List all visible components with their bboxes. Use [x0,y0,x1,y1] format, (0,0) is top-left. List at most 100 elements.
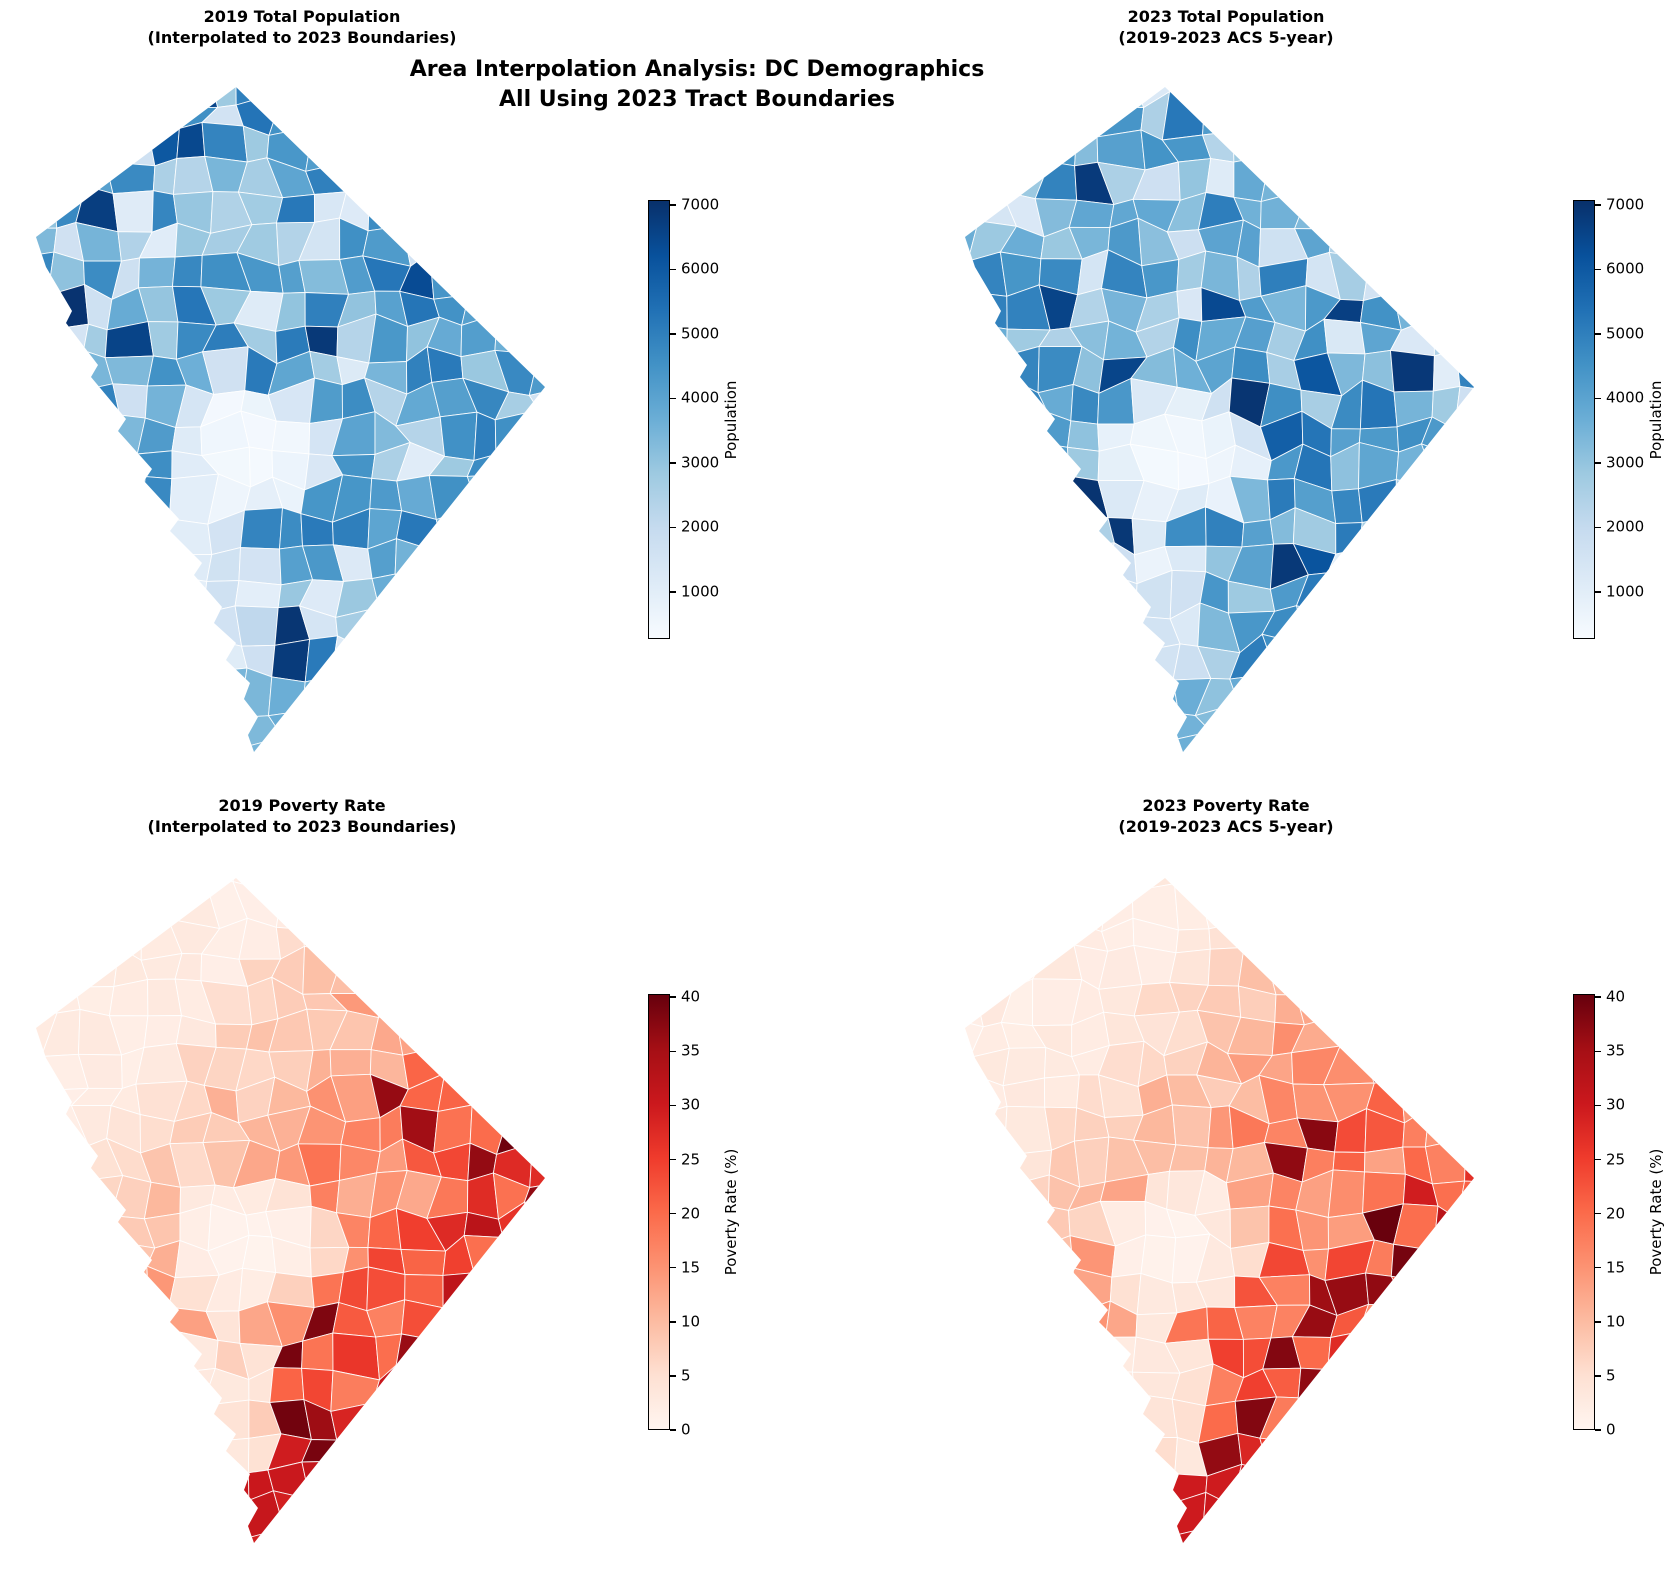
tract [104,639,151,673]
tract [1299,1465,1332,1508]
tract [443,1045,474,1086]
tract [436,953,479,992]
tract [502,1236,535,1272]
tract [1470,1525,1474,1543]
tract [1365,1272,1408,1307]
tract [115,92,148,128]
tract [496,296,539,332]
tract [525,1107,545,1144]
tract [1359,878,1406,893]
tract [78,1214,118,1243]
tract [36,155,55,200]
tract [1420,1395,1472,1445]
panel-title-line1: 2023 Total Population [1127,7,1325,26]
tract [1400,918,1435,956]
tract [36,87,54,108]
colorbar-tick-label: 5000 [1606,324,1645,343]
tract [1457,1240,1474,1285]
tract [1368,129,1405,161]
tract [71,667,108,715]
tract [1323,134,1373,170]
tract [366,601,412,654]
tract [107,895,142,933]
tract [407,878,446,899]
tract [301,1460,343,1500]
tract [1326,91,1375,141]
tract [1047,644,1081,684]
tract [1134,1393,1178,1439]
tract [1298,87,1339,105]
tract [432,1374,477,1404]
tract [135,735,182,752]
tract [1073,705,1117,745]
tract [1424,1107,1467,1148]
tract [1137,1461,1176,1506]
tract [1454,218,1474,270]
tract [1265,912,1309,958]
tract [1173,883,1210,931]
tract [460,1268,509,1316]
tract [1070,103,1099,138]
tract [1389,615,1438,650]
colorbar-tick [1595,397,1601,400]
tract [433,923,479,960]
tract [36,1303,49,1342]
colorbar-tick-label: 4000 [1606,388,1645,407]
tract [36,1270,56,1308]
tract [1104,1436,1145,1474]
tract [1065,1431,1107,1474]
tract [1332,1151,1366,1173]
tract [1031,1343,1081,1369]
tract [337,1495,381,1532]
tract [1133,643,1181,681]
tract [1388,945,1434,981]
tract [361,733,415,752]
tract [1462,458,1474,485]
tract [1040,1489,1076,1527]
tract [1454,635,1474,679]
tract [968,291,1008,330]
tract [468,250,506,299]
tract [395,1364,446,1404]
tract [1392,251,1437,294]
tract [1456,1217,1474,1248]
tract [45,155,87,188]
tract [1433,316,1472,357]
tract [334,915,374,954]
tract [1355,886,1406,931]
tract [503,1303,540,1344]
tract [36,95,58,135]
tract [396,673,440,717]
tract [83,126,117,163]
tract [85,505,116,556]
tract [1457,1313,1474,1346]
tract [1134,1529,1175,1543]
tract [968,640,1018,680]
tract [176,121,206,159]
tract [169,87,219,109]
tract [533,878,545,899]
tract [36,1520,47,1543]
tract [965,291,978,326]
tract [1102,1336,1137,1373]
colorbar-tick [670,1266,676,1269]
tract [268,90,314,136]
tract [108,1425,149,1467]
colorbar-label-pov2019: Poverty Rate (%) [722,1148,740,1276]
tract [394,982,447,1020]
tract [82,1237,118,1278]
tract [461,294,506,326]
tract [460,226,504,266]
tract [74,612,119,646]
tract [36,1434,56,1462]
tract [1064,1398,1107,1438]
panel-title-pop2023: 2023 Total Population (2019-2023 ACS 5-y… [1118,6,1333,48]
tract [463,505,504,554]
tract [40,637,83,684]
tract [971,538,1018,586]
tract [429,227,472,253]
tract [975,507,1018,556]
tract [1099,1529,1148,1543]
tract [1358,547,1393,581]
tract [503,878,535,897]
